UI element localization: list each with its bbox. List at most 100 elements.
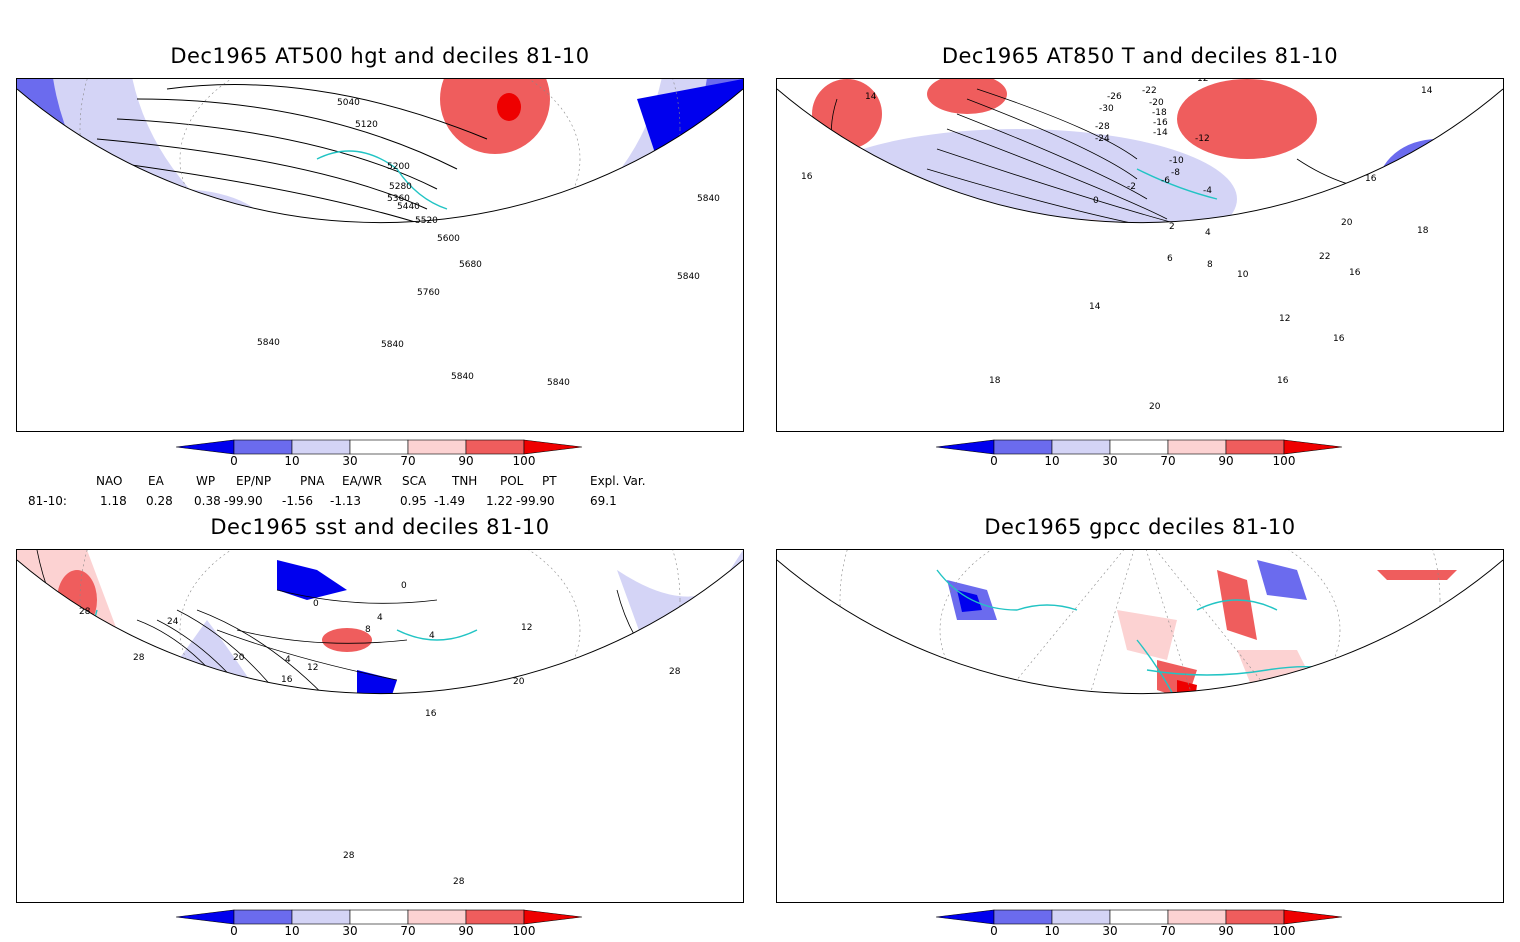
colorbar-segment <box>1283 909 1343 925</box>
index-header: PT <box>542 474 557 488</box>
colorbar-segment <box>465 909 525 925</box>
colorbar-tick-label: 100 <box>512 924 536 938</box>
contour-label: 5840 <box>547 378 570 388</box>
colorbar-segment <box>407 439 467 455</box>
contour-label: 16 <box>1365 174 1377 184</box>
contour-label: 5840 <box>697 194 720 204</box>
colorbar-segment <box>1109 909 1169 925</box>
index-value: 0.95 <box>400 494 427 508</box>
contour-label: 5680 <box>459 260 482 270</box>
contour-label: 16 <box>1349 268 1361 278</box>
contour-label: 24 <box>167 617 179 627</box>
map-panel-gpcc <box>776 549 1504 903</box>
colorbar-segment <box>291 439 351 455</box>
contour-label: -18 <box>1152 108 1167 118</box>
decile-fill-red-west <box>812 79 882 149</box>
colorbar-tick-label: 90 <box>1218 924 1234 938</box>
contour-label: 5280 <box>389 182 412 192</box>
colorbar-tick-label: 100 <box>512 454 536 468</box>
contour-label: -12 <box>1195 134 1210 144</box>
colorbar-segment <box>523 909 583 925</box>
colorbar-segment <box>1167 439 1227 455</box>
contour-label: 28 <box>453 877 465 887</box>
colorbar-top-left: 0 10 30 70 90 100 <box>176 438 586 472</box>
colorbar-segment <box>349 909 409 925</box>
contour-label: 5840 <box>257 338 280 348</box>
decile-fill-blue <box>817 249 1457 431</box>
decile-fill-red-north <box>440 79 550 154</box>
decile-fill-blue-east <box>1377 139 1497 223</box>
contour-label: 8 <box>365 625 371 635</box>
colorbar-svg <box>936 909 1343 925</box>
contour-label: 0 <box>401 581 407 591</box>
colorbar-top-right: 0 10 30 70 90 100 <box>936 438 1346 472</box>
colorbar-tick-label: 10 <box>1044 924 1060 938</box>
contour-label: -16 <box>1153 118 1168 128</box>
contour-label: 5760 <box>417 288 440 298</box>
decile-fill-deepred <box>497 93 521 121</box>
decile-fill-deepblue-biscay <box>357 670 397 694</box>
contour-label: -28 <box>1095 122 1110 132</box>
contour-label: 12 <box>307 663 318 673</box>
index-header: WP <box>196 474 216 488</box>
contour-label: 22 <box>1319 252 1330 262</box>
colorbar-tick-label: 30 <box>342 454 358 468</box>
contour-label: 14 <box>1089 302 1101 312</box>
colorbar-segment <box>936 909 995 925</box>
contour-label: -26 <box>1107 92 1122 102</box>
contour-label: 20 <box>1341 218 1353 228</box>
colorbar-svg <box>176 909 583 925</box>
map-gpcc-svg <box>777 550 1503 695</box>
decile-fill-red-3 <box>927 79 1007 114</box>
contour-label: 5840 <box>381 340 404 350</box>
contour-label: 14 <box>865 92 877 102</box>
contour-label: 28 <box>669 667 681 677</box>
contour-label: 12 <box>1279 314 1290 324</box>
index-value: -1.13 <box>330 494 362 508</box>
colorbar-tick-label: 10 <box>1044 454 1060 468</box>
contour-label: -20 <box>1149 98 1164 108</box>
colorbar-segment <box>291 909 351 925</box>
panel-title-gpcc: Dec1965 gpcc deciles 81-10 <box>984 515 1296 539</box>
colorbar-segment <box>993 909 1053 925</box>
contour-label: 20 <box>233 653 245 663</box>
contour-label: -30 <box>1099 104 1114 114</box>
colorbar-svg <box>176 439 583 455</box>
decile-fill-lightblue <box>797 129 1237 223</box>
colorbar-segment <box>1167 909 1227 925</box>
colorbar-svg <box>936 439 1343 455</box>
colorbar-segment <box>176 909 235 925</box>
contour-label: -24 <box>1095 134 1110 144</box>
colorbar-segment <box>233 909 293 925</box>
colorbar-segment <box>233 439 293 455</box>
graticule <box>79 79 681 223</box>
colorbar-tick-label: 10 <box>284 454 300 468</box>
decile-fill-pink <box>987 219 1167 223</box>
decile-fill-deepblue-west <box>77 259 147 339</box>
colorbar-bottom-left: 0 10 30 70 90 100 <box>176 908 586 942</box>
colorbar-tick-label: 10 <box>284 924 300 938</box>
colorbar-segment <box>1283 439 1343 455</box>
contour-label: 12 <box>1197 79 1208 84</box>
index-header: EA/WR <box>342 474 383 488</box>
index-value: 0.38 <box>194 494 221 508</box>
contour-label: 5840 <box>451 372 474 382</box>
contour-label: 8 <box>1207 260 1213 270</box>
colorbar-tick-label: 70 <box>400 924 416 938</box>
colorbar-tick-label: 0 <box>990 454 998 468</box>
decile-fill-red-north <box>1177 79 1317 159</box>
decile-fill-deepblue-hudson <box>277 560 347 600</box>
contour-label: -14 <box>1153 128 1168 138</box>
map-panel-hgt500: 5040 5120 5200 5280 5360 5440 5520 5600 … <box>16 78 744 432</box>
contour-label: 5040 <box>337 98 360 108</box>
decile-fill-red <box>267 247 367 287</box>
contour-label: -22 <box>1142 86 1157 96</box>
decile-fill-blue-2 <box>1297 224 1377 274</box>
index-header: POL <box>500 474 524 488</box>
index-value: 1.22 <box>486 494 513 508</box>
contour-label: -4 <box>1203 186 1212 196</box>
colorbar-segment <box>1225 909 1285 925</box>
contour-label: 4 <box>1205 228 1211 238</box>
contour-label: 12 <box>521 623 532 633</box>
colorbar-segment <box>349 439 409 455</box>
